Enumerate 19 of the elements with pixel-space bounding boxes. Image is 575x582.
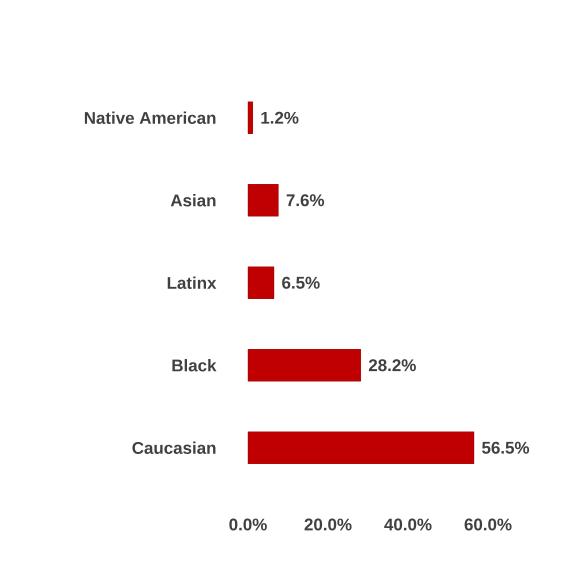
x-tick-label: 40.0%	[384, 518, 432, 531]
data-label: 6.5%	[282, 276, 320, 289]
data-label: 7.6%	[286, 194, 324, 206]
y-tick-label: Native American	[84, 112, 216, 124]
data-label: 56.5%	[482, 442, 530, 454]
y-tick-label: Caucasian	[132, 442, 216, 454]
bar	[248, 184, 279, 216]
bar	[248, 266, 274, 299]
y-tick-label: Latinx	[168, 276, 216, 289]
data-label: 28.2%	[368, 359, 416, 372]
bar	[248, 349, 361, 382]
y-tick-label: Asian	[170, 194, 216, 206]
bar	[248, 102, 253, 134]
x-tick-label: 20.0%	[304, 518, 352, 531]
x-tick-label: 0.0%	[229, 518, 267, 531]
data-label: 1.2%	[261, 112, 298, 124]
x-tick-label: 60.0%	[464, 518, 512, 531]
bar	[248, 432, 474, 464]
y-tick-label: Black	[172, 359, 216, 372]
